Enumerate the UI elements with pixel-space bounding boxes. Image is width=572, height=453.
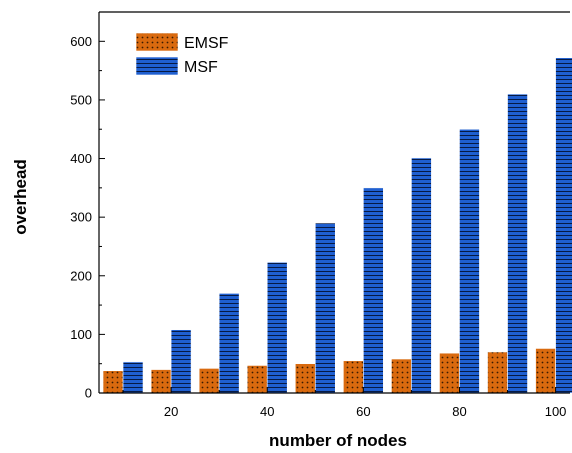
bar-msf-100 [555,57,572,394]
x-axis-title: number of nodes [269,431,407,450]
x-tick-label-100: 100 [545,404,567,419]
bar-emsf-10 [102,370,124,394]
x-tick-label-40: 40 [260,404,274,419]
bar-emsf-80 [439,352,460,394]
y-tick-label-600: 600 [70,34,92,49]
y-axis-title: overhead [11,159,30,235]
x-tick-label-20: 20 [164,404,178,419]
x-tick-label-60: 60 [356,404,370,419]
bar-emsf-30 [198,368,220,394]
y-tick-label-400: 400 [70,151,92,166]
bar-msf-20 [170,329,192,394]
legend-label-emsf: EMSF [184,35,229,52]
y-tick-label-500: 500 [70,92,92,107]
bar-msf-70 [411,157,432,394]
legend: EMSF MSF [135,32,229,76]
axes-layer: 0 100 200 300 400 500 600 20 40 60 80 100 [70,11,570,419]
bar-msf-40 [266,261,288,394]
bar-emsf-100 [535,348,556,394]
legend-swatch-emsf [135,32,179,52]
bar-msf-30 [218,293,240,394]
legend-label-msf: MSF [184,59,218,76]
bar-emsf-90 [487,351,508,394]
bar-msf-60 [363,187,384,394]
legend-swatch-msf [135,56,179,76]
bar-emsf-70 [391,358,412,394]
bars-layer [102,57,572,394]
bar-emsf-50 [294,363,316,394]
y-tick-label-0: 0 [85,386,92,401]
bar-msf-80 [459,128,480,394]
x-tick-label-80: 80 [452,404,466,419]
bar-emsf-60 [343,360,364,394]
bar-emsf-20 [150,369,172,394]
y-tick-label-300: 300 [70,210,92,225]
y-tick-label-200: 200 [70,268,92,283]
y-tick-label-100: 100 [70,327,92,342]
bar-emsf-40 [246,365,268,394]
bar-msf-50 [314,222,336,394]
bar-msf-10 [122,361,144,394]
bar-msf-90 [507,93,528,394]
